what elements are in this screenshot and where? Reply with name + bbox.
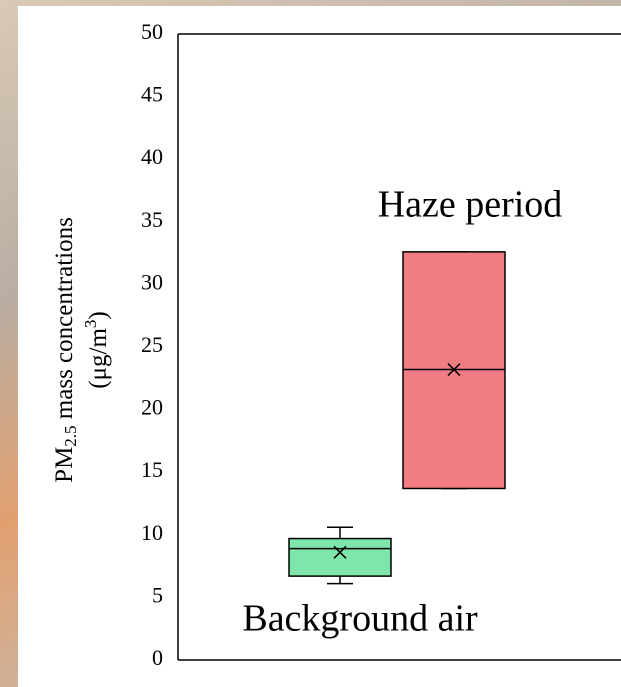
y-label-sub: 2.5 bbox=[61, 425, 80, 446]
y-tick-label: 45 bbox=[141, 82, 163, 107]
y-tick-label: 10 bbox=[141, 520, 163, 545]
chart: PM2.5 mass concentrations (μg/m3) 0 5 10 15… bbox=[0, 0, 621, 687]
page: PM2.5 mass concentrations (μg/m3) 0 5 10 15… bbox=[0, 0, 621, 687]
category-label: Haze period bbox=[378, 184, 563, 226]
y-tick-label: 5 bbox=[152, 582, 163, 607]
y-label-part: (μg/m bbox=[85, 328, 112, 389]
y-label-part: ) bbox=[85, 311, 112, 319]
y-tick-label: 15 bbox=[141, 457, 163, 482]
box bbox=[289, 539, 391, 577]
y-tick-label: 30 bbox=[141, 269, 163, 294]
y-tick-label: 0 bbox=[152, 645, 163, 670]
y-tick-label: 35 bbox=[141, 207, 163, 232]
y-tick-label: 40 bbox=[141, 144, 163, 169]
y-label-sup: 3 bbox=[81, 320, 100, 329]
y-tick-label: 20 bbox=[141, 395, 163, 420]
y-label-part: PM bbox=[51, 447, 78, 483]
y-tick-label: 50 bbox=[141, 19, 163, 44]
y-label-part: mass concentrations bbox=[51, 217, 78, 425]
category-label: Background air bbox=[242, 598, 478, 640]
y-tick-label: 25 bbox=[141, 332, 163, 357]
